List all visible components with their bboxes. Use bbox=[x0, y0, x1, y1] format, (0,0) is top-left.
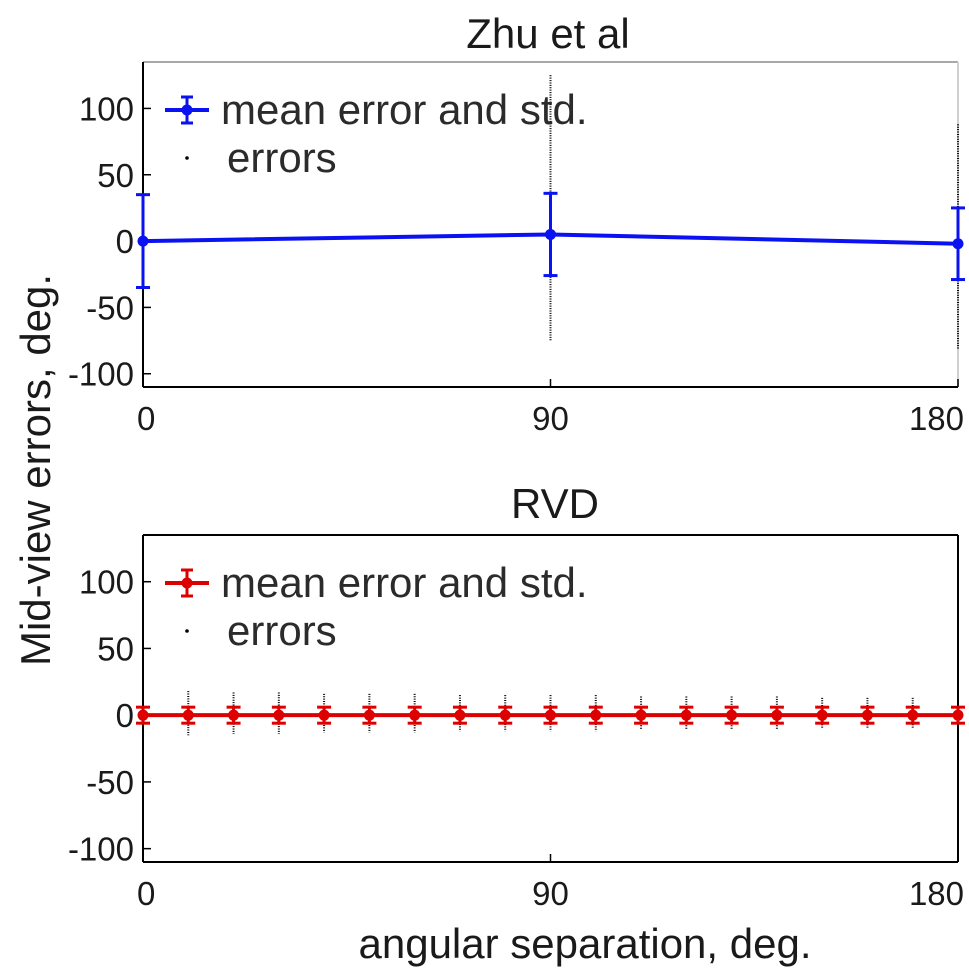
mean-marker bbox=[409, 709, 421, 721]
y-tick-label: -50 bbox=[86, 764, 134, 801]
mean-marker bbox=[273, 709, 285, 721]
mean-marker bbox=[861, 709, 873, 721]
mean-marker bbox=[635, 709, 647, 721]
mean-marker bbox=[454, 709, 466, 721]
legend-label-errors: errors bbox=[227, 607, 337, 654]
legend-marker-swatch bbox=[181, 104, 193, 116]
mean-marker bbox=[907, 709, 919, 721]
legend-label-errors: errors bbox=[227, 134, 337, 181]
x-tick-label: 180 bbox=[909, 400, 964, 437]
mean-marker bbox=[363, 709, 375, 721]
mean-marker bbox=[680, 709, 692, 721]
chart-title: Zhu et al bbox=[466, 10, 629, 57]
legend-label-mean: mean error and std. bbox=[221, 559, 588, 606]
chart-title: RVD bbox=[511, 480, 599, 527]
x-axis-label: angular separation, deg. bbox=[359, 920, 812, 967]
mean-marker bbox=[228, 709, 240, 721]
x-tick-label: 90 bbox=[532, 400, 569, 437]
mean-marker bbox=[816, 709, 828, 721]
y-tick-label: 50 bbox=[97, 157, 134, 194]
x-tick-label: 180 bbox=[909, 875, 964, 912]
mean-marker bbox=[182, 709, 194, 721]
mean-marker bbox=[545, 709, 556, 721]
mean-marker bbox=[771, 709, 783, 721]
x-tick-label: 90 bbox=[532, 875, 569, 912]
y-tick-label: 0 bbox=[116, 697, 134, 734]
y-tick-label: 100 bbox=[79, 90, 134, 127]
y-tick-label: -50 bbox=[86, 289, 134, 326]
mean-marker bbox=[545, 228, 556, 240]
y-tick-label: 100 bbox=[79, 564, 134, 601]
x-tick-label: 0 bbox=[137, 400, 155, 437]
mean-marker bbox=[137, 709, 149, 721]
mean-marker bbox=[137, 235, 149, 247]
mean-marker bbox=[726, 709, 738, 721]
mean-marker bbox=[590, 709, 602, 721]
legend-dot-swatch bbox=[185, 156, 189, 160]
y-tick-label: 50 bbox=[97, 630, 134, 667]
y-tick-label: -100 bbox=[68, 356, 134, 393]
mean-marker bbox=[952, 709, 964, 721]
y-axis-label: Mid-view errors, deg. bbox=[12, 274, 59, 666]
legend-marker-swatch bbox=[181, 577, 193, 589]
legend-dot-swatch bbox=[185, 629, 189, 633]
legend-label-mean: mean error and std. bbox=[221, 86, 588, 133]
mean-marker bbox=[952, 238, 964, 250]
y-tick-label: 0 bbox=[116, 223, 134, 260]
mean-marker bbox=[318, 709, 330, 721]
y-tick-label: -100 bbox=[68, 831, 134, 868]
mean-marker bbox=[499, 709, 511, 721]
x-tick-label: 0 bbox=[137, 875, 155, 912]
